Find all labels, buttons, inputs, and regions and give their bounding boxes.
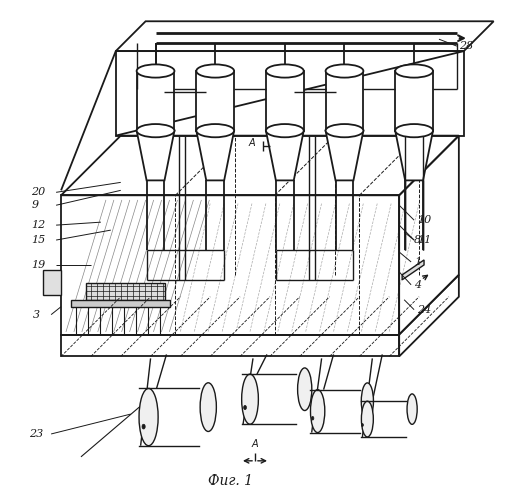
Ellipse shape [136,64,174,78]
Text: 3: 3 [33,310,40,320]
Ellipse shape [406,394,416,424]
Polygon shape [401,260,423,280]
Polygon shape [71,300,170,306]
Ellipse shape [361,424,363,426]
Text: 8: 8 [413,235,420,245]
Bar [266,71,303,130]
Ellipse shape [243,406,246,409]
Text: 11: 11 [416,235,430,245]
Ellipse shape [266,64,303,78]
Text: 28: 28 [458,41,472,51]
Text: 10: 10 [416,215,430,225]
Text: 12: 12 [31,220,45,230]
Bar [116,51,463,136]
Bar [136,71,174,130]
Text: 15: 15 [31,235,45,245]
Bar [61,196,398,334]
Text: А: А [248,138,255,147]
Text: 4: 4 [413,280,420,290]
Ellipse shape [139,388,158,446]
Ellipse shape [241,374,258,424]
Bar [325,71,363,130]
Ellipse shape [196,64,234,78]
Ellipse shape [310,390,324,432]
Ellipse shape [311,416,313,420]
Ellipse shape [361,383,373,420]
Polygon shape [394,130,432,180]
Ellipse shape [325,124,363,138]
Polygon shape [136,130,174,180]
Ellipse shape [325,64,363,78]
Polygon shape [325,130,363,180]
Bar [61,334,398,356]
Polygon shape [266,130,303,180]
Ellipse shape [297,368,311,410]
Text: 19: 19 [31,260,45,270]
Ellipse shape [196,124,234,138]
Ellipse shape [394,64,432,78]
Ellipse shape [142,424,145,429]
Text: Фиг. 1: Фиг. 1 [207,474,252,488]
Ellipse shape [361,401,373,437]
Bar [86,283,165,300]
Text: 20: 20 [31,188,45,198]
Text: 23: 23 [29,429,43,439]
Bar [394,71,432,130]
Ellipse shape [200,383,216,432]
Ellipse shape [394,124,432,138]
Bar [43,270,61,294]
Ellipse shape [266,124,303,138]
Text: 24: 24 [416,304,430,314]
Ellipse shape [136,124,174,138]
Text: А: А [251,439,258,449]
Text: 9: 9 [31,200,38,210]
Text: 1: 1 [413,257,420,267]
Bar [196,71,234,130]
Polygon shape [196,130,234,180]
